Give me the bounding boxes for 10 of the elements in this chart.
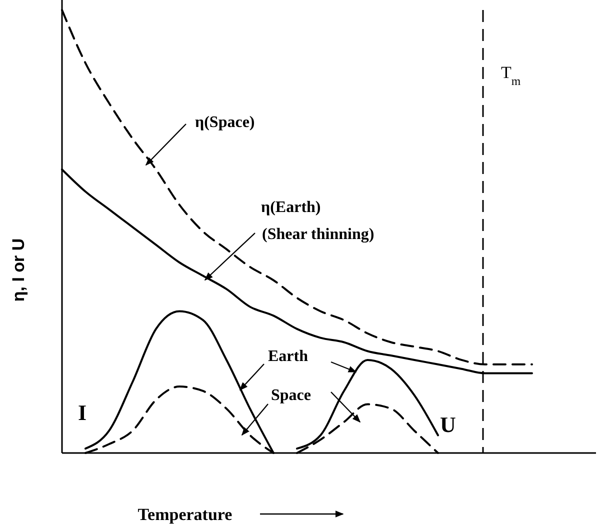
annotation: T$_{m}$ — [501, 63, 522, 88]
annotation: η(Space) — [195, 114, 255, 131]
annotation: U — [440, 412, 456, 437]
y-axis-title: η, I or U — [9, 238, 28, 302]
x-axis-title: Temperature — [138, 505, 233, 524]
annotation: Space — [271, 387, 311, 404]
annotation: Earth — [268, 348, 308, 365]
annotation: I — [78, 400, 87, 425]
annotation: (Shear thinning) — [262, 226, 374, 243]
annotation: η(Earth) — [261, 199, 321, 216]
